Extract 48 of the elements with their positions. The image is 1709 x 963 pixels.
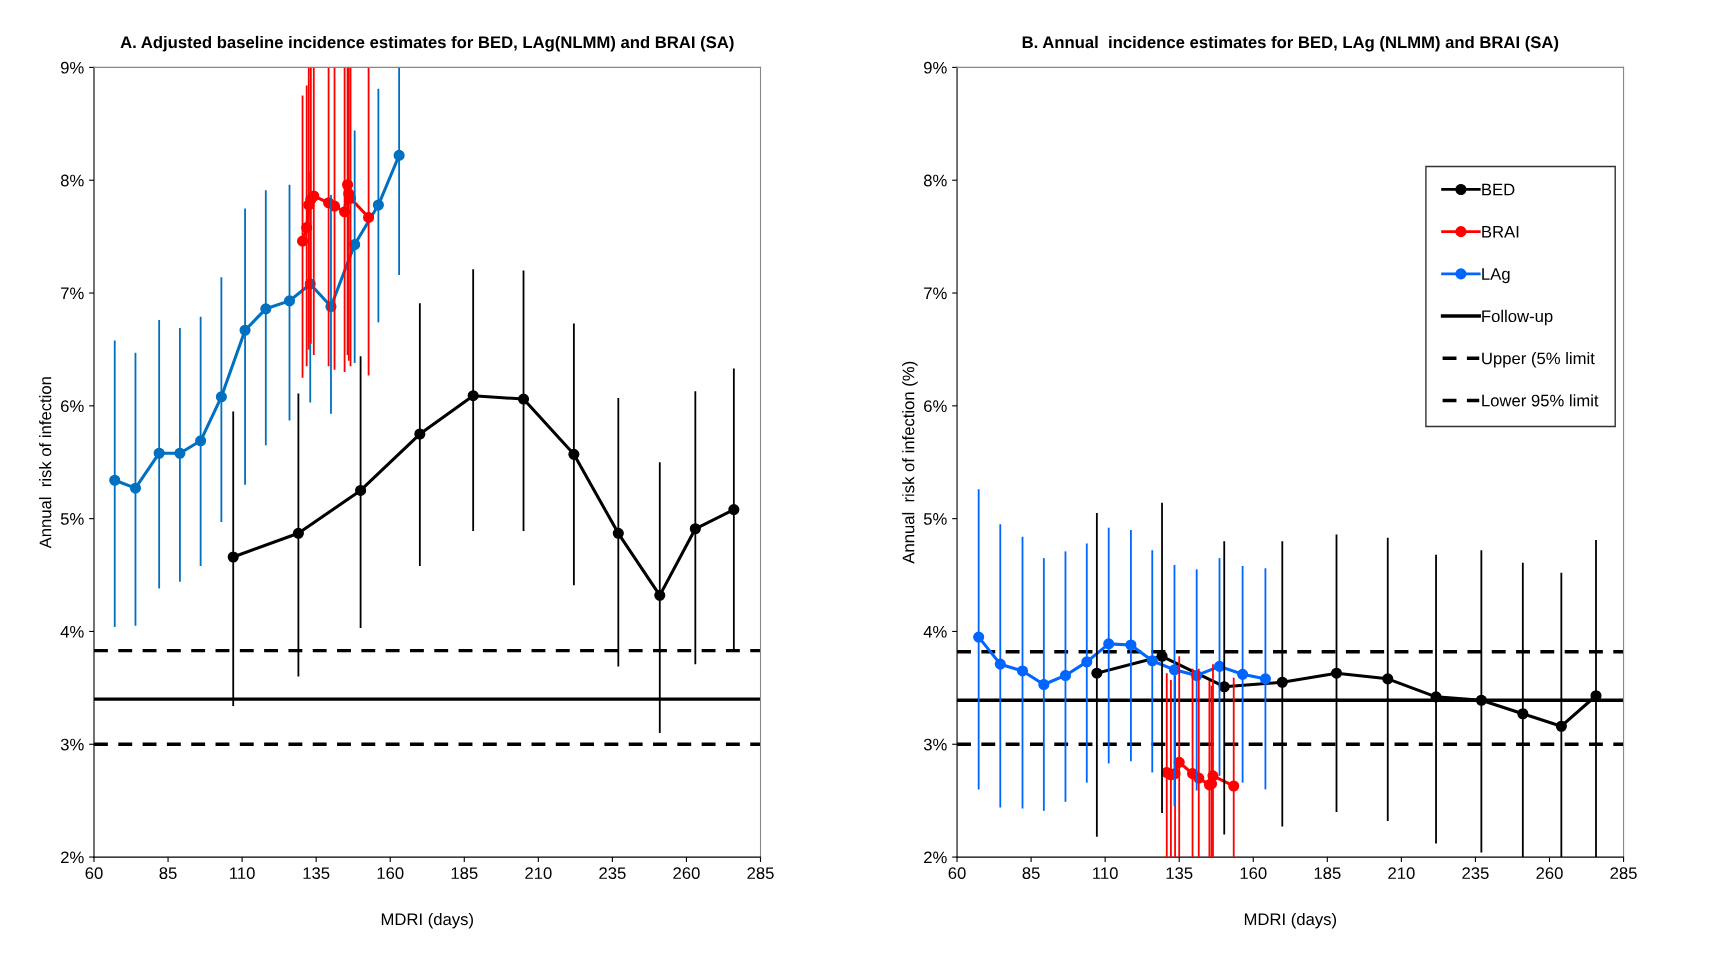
y-tick-label: 9%: [60, 61, 84, 74]
x-tick-label: 285: [1610, 867, 1637, 880]
x-tick-label: 185: [451, 867, 478, 880]
y-tick-label: 2%: [924, 851, 947, 864]
y-tick-label: 7%: [61, 287, 84, 300]
y-tick-label: 8%: [923, 174, 947, 187]
x-tick-label: 60: [948, 867, 966, 880]
chart-title: B. Annual incidence estimates for BED, LAg (NLMM) and BRAI (SA): [1022, 35, 1559, 52]
y-tick-label: 4%: [923, 625, 947, 638]
y-tick-label: 3%: [60, 738, 84, 751]
legend-label: BRAI: [1482, 226, 1519, 238]
x-tick-label: 135: [303, 867, 330, 880]
y-tick-label: 7%: [924, 287, 947, 300]
y-axis-title: Annual risk of infection (%): [902, 361, 918, 564]
legend-label: LAg: [1482, 268, 1510, 284]
y-tick-label: 6%: [924, 400, 947, 413]
y-tick-label: 9%: [924, 61, 947, 74]
x-tick-label: 60: [85, 867, 103, 880]
x-tick-label: 185: [1314, 867, 1341, 880]
y-tick-label: 5%: [60, 513, 84, 525]
y-tick-label: 5%: [923, 513, 947, 525]
x-tick-label: 160: [1240, 867, 1267, 880]
x-axis-title: MDRI (days): [381, 912, 473, 929]
x-tick-label: 235: [599, 867, 626, 880]
x-tick-label: 260: [1536, 867, 1563, 880]
x-tick-label: 160: [377, 867, 404, 880]
x-tick-label: 135: [1166, 867, 1193, 880]
y-tick-label: 6%: [61, 400, 84, 413]
y-axis-title: Annual risk of infection: [39, 377, 52, 549]
x-tick-label: 210: [525, 867, 552, 880]
x-tick-label: 260: [673, 867, 700, 880]
legend-label: Lower 95% limit: [1482, 394, 1599, 407]
legend-label: BED: [1482, 183, 1515, 196]
x-tick-label: 285: [747, 867, 774, 880]
x-tick-label: 85: [159, 867, 177, 880]
legend-label: Follow-up: [1482, 309, 1553, 326]
y-tick-label: 4%: [60, 625, 84, 638]
x-axis-title: MDRI (days): [1244, 912, 1337, 929]
y-tick-label: 8%: [60, 174, 84, 187]
x-tick-label: 85: [1022, 867, 1040, 880]
x-tick-label: 235: [1462, 867, 1489, 880]
y-tick-label: 3%: [923, 738, 947, 751]
chart-title: A. Adjusted baseline incidence estimates for BED, LAg(NLMM) and BRAI (SA): [120, 35, 734, 52]
x-tick-label: 110: [230, 867, 255, 880]
x-tick-label: 110: [1093, 867, 1118, 880]
x-tick-label: 210: [1388, 867, 1415, 880]
y-tick-label: 2%: [61, 851, 84, 864]
legend-label: Upper (5% limit: [1482, 352, 1595, 368]
